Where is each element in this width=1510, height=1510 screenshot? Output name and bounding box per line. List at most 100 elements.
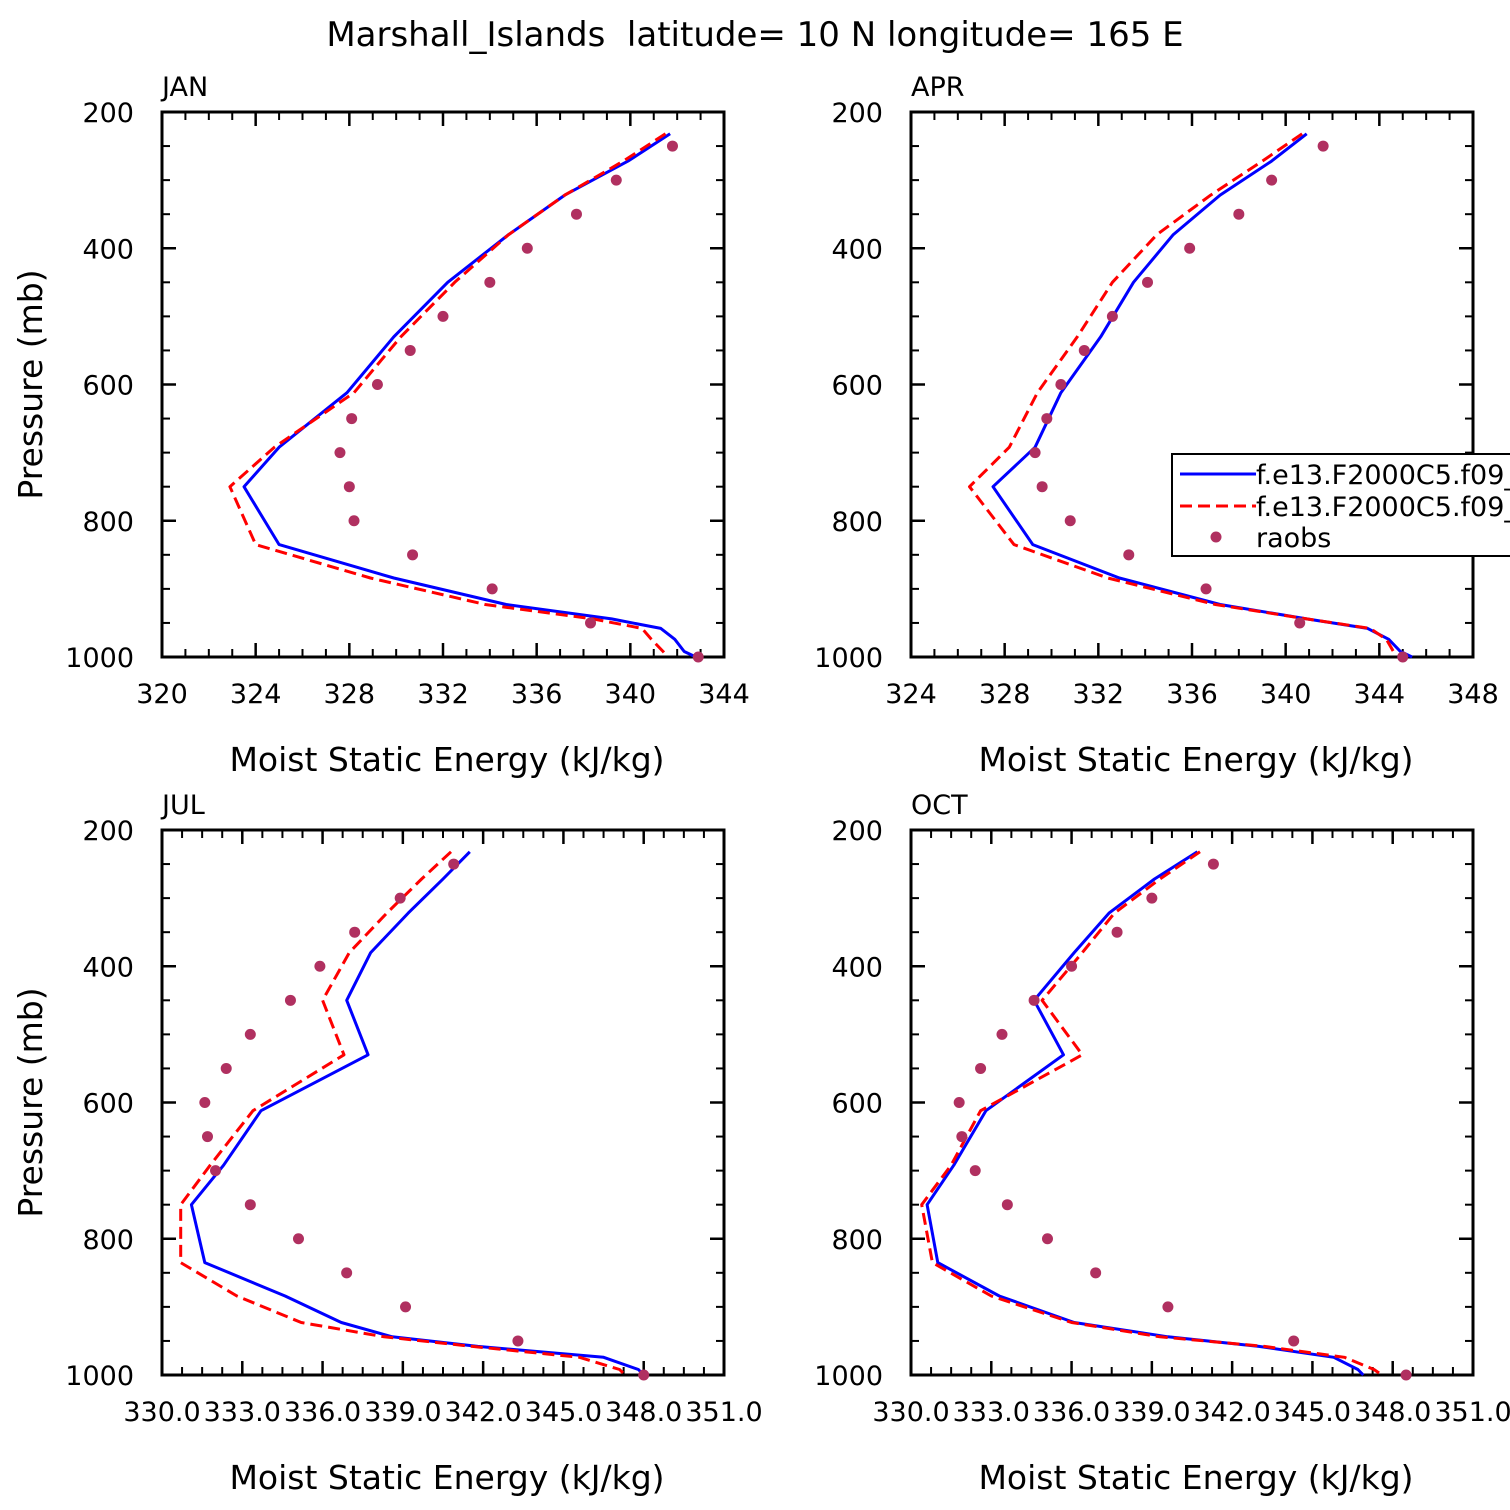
- raobs-point: [349, 926, 361, 938]
- plot-frame: [160, 828, 726, 1377]
- x-axis-label: Moist Static Energy (kJ/kg): [978, 1458, 1413, 1497]
- raobs-point: [292, 1233, 304, 1245]
- raobs-point: [585, 617, 597, 629]
- raobs-point: [956, 1131, 968, 1143]
- raobs-point: [512, 1335, 524, 1347]
- x-tick-label: 340: [605, 679, 657, 710]
- legend-box: [1171, 453, 1510, 557]
- raobs-point: [1184, 242, 1196, 254]
- x-tick-label: 324: [885, 679, 937, 710]
- x-tick-label: 333.0: [204, 1397, 281, 1428]
- x-tick-label: 351.0: [1434, 1397, 1510, 1428]
- x-tick-label: 351.0: [685, 1397, 762, 1428]
- x-tick-label: 328: [324, 679, 376, 710]
- legend-label: f.e13.F2000C5.f09_f09.MG1.cam.h0: [1256, 460, 1510, 491]
- legend: f.e13.F2000C5.f09_f09.MG1.cam.h0f.e13.F2…: [1171, 453, 1510, 557]
- y-tick-label: 1000: [814, 643, 883, 674]
- plot-frame: [160, 110, 726, 659]
- y-tick-label: 600: [82, 371, 134, 402]
- y-tick-label: 200: [82, 98, 134, 129]
- y-axis-label: Pressure (mb): [11, 987, 50, 1217]
- x-axis-label: Moist Static Energy (kJ/kg): [229, 740, 664, 779]
- raobs-point: [1090, 1267, 1102, 1279]
- y-tick-label: 200: [831, 816, 883, 847]
- model1-line: [189, 850, 645, 1377]
- panel-label: OCT: [911, 790, 968, 821]
- raobs-point: [314, 960, 326, 972]
- panel-label: APR: [911, 72, 965, 103]
- x-tick-label: 339.0: [1113, 1397, 1190, 1428]
- x-tick-label: 348.0: [605, 1397, 682, 1428]
- raobs-point: [1029, 447, 1041, 459]
- model2-line: [228, 132, 669, 658]
- y-tick-label: 800: [82, 507, 134, 538]
- raobs-point: [1288, 1335, 1300, 1347]
- x-tick-label: 342.0: [1193, 1397, 1270, 1428]
- legend-label: raobs: [1256, 523, 1331, 554]
- x-tick-label: 345.0: [525, 1397, 602, 1428]
- x-tick-label: 342.0: [444, 1397, 521, 1428]
- raobs-point: [1233, 208, 1245, 220]
- raobs-point: [348, 515, 360, 527]
- legend-body: f.e13.F2000C5.f09_f09.MG1.cam.h0f.e13.F2…: [1171, 453, 1510, 557]
- x-tick-label: 344: [1354, 679, 1406, 710]
- raobs-point: [1078, 344, 1090, 356]
- raobs-point: [975, 1062, 987, 1074]
- raobs-point: [484, 276, 496, 288]
- legend-label: f.e13.F2000C5.f09_f09.MG2.cam.h0: [1256, 492, 1510, 523]
- raobs-point: [1400, 1369, 1412, 1381]
- figure-title: Marshall_Islands latitude= 10 N longitud…: [326, 15, 1183, 55]
- y-tick-label: 400: [831, 952, 883, 983]
- x-tick-label: 333.0: [953, 1397, 1030, 1428]
- raobs-point: [1207, 858, 1219, 870]
- y-tick-label: 800: [831, 1225, 883, 1256]
- raobs-point: [341, 1267, 353, 1279]
- y-tick-label: 200: [82, 816, 134, 847]
- y-tick-label: 600: [82, 1089, 134, 1120]
- raobs-point: [1041, 1233, 1053, 1245]
- y-tick-label: 400: [82, 234, 134, 265]
- raobs-point: [1036, 481, 1048, 493]
- y-tick-label: 600: [831, 1089, 883, 1120]
- panels-layer: JAN 320 324 328 332 336 340 344 200 400 600 800 1000…: [11, 72, 1510, 1497]
- raobs-point: [284, 994, 296, 1006]
- raobs-point: [199, 1097, 211, 1108]
- raobs-point: [521, 242, 533, 254]
- raobs-point: [570, 208, 582, 220]
- raobs-point: [692, 651, 704, 663]
- raobs-point: [1055, 379, 1067, 390]
- raobs-point: [448, 858, 460, 870]
- x-tick-label: 332: [1073, 679, 1125, 710]
- raobs-point: [400, 1301, 412, 1313]
- raobs-point: [1001, 1199, 1013, 1211]
- raobs-point: [201, 1131, 213, 1143]
- panel-apr: APR 324 328 332 336 340 344 348 200 400 600 800 1000…: [814, 72, 1498, 779]
- raobs-point: [996, 1028, 1008, 1040]
- x-axis-label: Moist Static Energy (kJ/kg): [229, 1458, 664, 1497]
- panel-label: JAN: [160, 72, 208, 103]
- raobs-point: [1041, 413, 1053, 425]
- x-tick-label: 324: [230, 679, 282, 710]
- x-tick-label: 320: [136, 679, 188, 710]
- y-tick-label: 1000: [814, 1361, 883, 1392]
- raobs-point: [1028, 994, 1040, 1006]
- y-tick-label: 800: [831, 507, 883, 538]
- raobs-point: [1111, 926, 1123, 938]
- y-tick-label: 1000: [65, 1361, 134, 1392]
- model2-line: [179, 850, 627, 1377]
- raobs-point: [953, 1097, 965, 1108]
- raobs-point: [638, 1369, 650, 1381]
- panel-jan: JAN 320 324 328 332 336 340 344 200 400 600 800 1000…: [11, 72, 750, 779]
- model1-line: [991, 132, 1413, 659]
- y-tick-label: 200: [831, 98, 883, 129]
- x-tick-label: 330.0: [123, 1397, 200, 1428]
- model2-line: [968, 132, 1404, 659]
- x-tick-label: 330.0: [872, 1397, 949, 1428]
- raobs-point: [343, 481, 355, 493]
- x-tick-label: 336.0: [1033, 1397, 1110, 1428]
- raobs-point: [404, 344, 416, 356]
- raobs-point: [1162, 1301, 1174, 1313]
- x-tick-label: 348: [1447, 679, 1499, 710]
- x-tick-label: 336.0: [284, 1397, 361, 1428]
- raobs-point: [244, 1028, 256, 1040]
